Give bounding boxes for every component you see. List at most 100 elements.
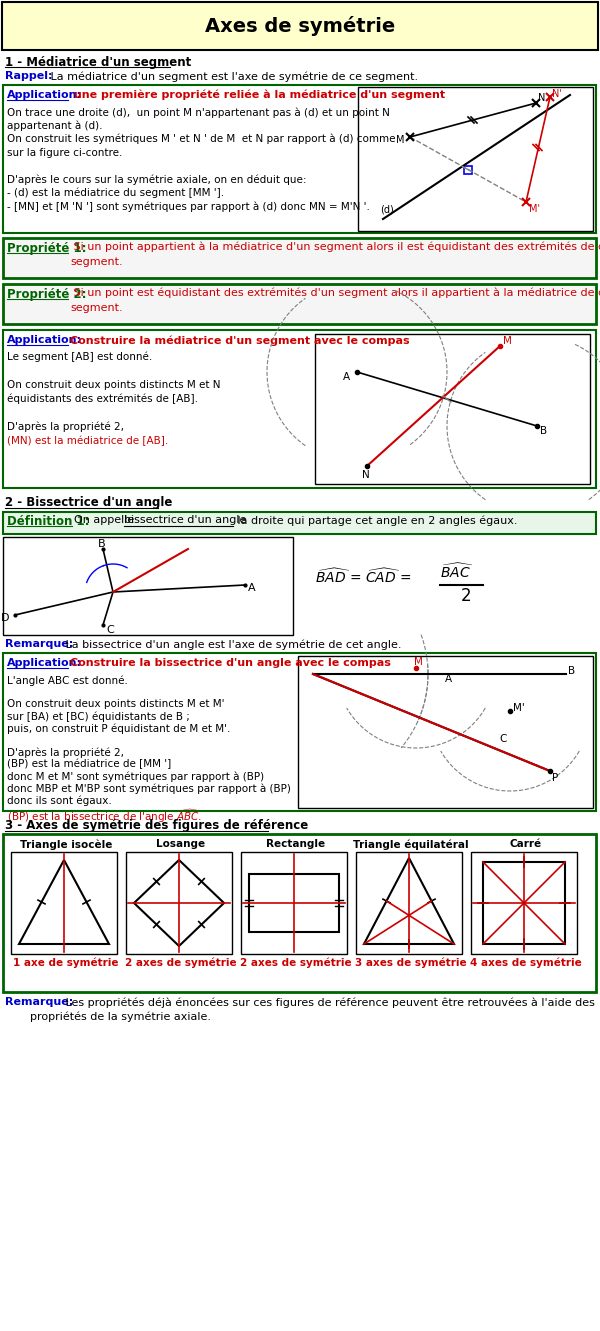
Text: appartenant à (d).: appartenant à (d). xyxy=(7,121,103,130)
FancyBboxPatch shape xyxy=(3,536,293,635)
Text: Application:: Application: xyxy=(7,91,82,100)
Text: - [MN] et [M 'N '] sont symétriques par rapport à (d) donc MN = M'N '.: - [MN] et [M 'N '] sont symétriques par … xyxy=(7,201,370,212)
FancyBboxPatch shape xyxy=(298,656,593,808)
Text: N: N xyxy=(362,470,370,480)
Text: Construire la médiatrice d'un segment avec le compas: Construire la médiatrice d'un segment av… xyxy=(70,335,410,346)
Text: Application:: Application: xyxy=(7,658,82,668)
Text: 2: 2 xyxy=(461,587,472,606)
Text: sur [BA) et [BC) équidistants de B ;: sur [BA) et [BC) équidistants de B ; xyxy=(7,711,190,721)
FancyBboxPatch shape xyxy=(315,334,590,484)
Text: 2 axes de symétrie: 2 axes de symétrie xyxy=(240,958,352,969)
Text: Carré: Carré xyxy=(510,839,542,849)
Text: bissectrice d'un angle: bissectrice d'un angle xyxy=(124,515,247,524)
FancyBboxPatch shape xyxy=(483,862,565,944)
Text: Propriété 2:: Propriété 2: xyxy=(7,287,86,301)
FancyBboxPatch shape xyxy=(3,512,596,534)
Text: Rectangle: Rectangle xyxy=(266,839,326,849)
FancyBboxPatch shape xyxy=(356,852,462,954)
Text: une première propriété reliée à la médiatrice d'un segment: une première propriété reliée à la média… xyxy=(70,91,445,101)
Text: 1 - Médiatrice d'un segment: 1 - Médiatrice d'un segment xyxy=(5,56,191,69)
Text: 1 axe de symétrie: 1 axe de symétrie xyxy=(13,958,119,969)
Text: Axes de symétrie: Axes de symétrie xyxy=(205,16,395,36)
Text: N': N' xyxy=(552,89,562,98)
FancyBboxPatch shape xyxy=(126,852,232,954)
Text: Remarque:: Remarque: xyxy=(5,639,73,650)
Text: B: B xyxy=(568,666,575,676)
Text: A: A xyxy=(248,583,256,594)
Text: C: C xyxy=(106,626,114,635)
Text: sur la figure ci-contre.: sur la figure ci-contre. xyxy=(7,148,122,157)
Text: M: M xyxy=(414,658,423,667)
Text: M': M' xyxy=(513,703,525,713)
Text: La bissectrice d'un angle est l'axe de symétrie de cet angle.: La bissectrice d'un angle est l'axe de s… xyxy=(62,639,401,650)
Text: 3 - Axes de symétrie des figures de référence: 3 - Axes de symétrie des figures de réfé… xyxy=(5,819,308,832)
Text: donc M et M' sont symétriques par rapport à (BP): donc M et M' sont symétriques par rappor… xyxy=(7,771,264,781)
Text: L'angle ABC est donné.: L'angle ABC est donné. xyxy=(7,675,128,685)
Text: Si un point est équidistant des extrémités d'un segment alors il appartient à la: Si un point est équidistant des extrémit… xyxy=(70,287,600,298)
Text: Propriété 1:: Propriété 1: xyxy=(7,242,86,256)
FancyBboxPatch shape xyxy=(241,852,347,954)
Text: 2 - Bissectrice d'un angle: 2 - Bissectrice d'un angle xyxy=(5,496,172,508)
Text: On construit deux points distincts M et N: On construit deux points distincts M et … xyxy=(7,379,221,390)
Text: 4 axes de symétrie: 4 axes de symétrie xyxy=(470,958,582,969)
Text: C: C xyxy=(499,733,506,744)
Text: Définition 1:: Définition 1: xyxy=(7,515,89,528)
FancyBboxPatch shape xyxy=(3,85,596,233)
FancyBboxPatch shape xyxy=(358,87,593,232)
Text: Triangle équilatéral: Triangle équilatéral xyxy=(353,839,469,849)
Text: M: M xyxy=(396,134,404,145)
FancyBboxPatch shape xyxy=(3,284,596,323)
Text: (d): (d) xyxy=(380,205,394,216)
FancyBboxPatch shape xyxy=(3,330,596,488)
Text: $\widehat{BAC}$: $\widehat{BAC}$ xyxy=(440,562,474,580)
FancyBboxPatch shape xyxy=(3,835,596,992)
Text: 3 axes de symétrie: 3 axes de symétrie xyxy=(355,958,467,969)
Text: P: P xyxy=(552,773,558,783)
Text: D'après le cours sur la symétrie axiale, on en déduit que:: D'après le cours sur la symétrie axiale,… xyxy=(7,174,307,185)
Text: - (d) est la médiatrice du segment [MM '].: - (d) est la médiatrice du segment [MM '… xyxy=(7,188,224,198)
Text: $\widehat{BAD}$ = $\widehat{CAD}$ =: $\widehat{BAD}$ = $\widehat{CAD}$ = xyxy=(315,567,413,586)
FancyBboxPatch shape xyxy=(471,852,577,954)
FancyBboxPatch shape xyxy=(3,238,596,278)
Text: Rappel:: Rappel: xyxy=(5,71,53,81)
Text: A: A xyxy=(343,371,350,382)
Text: Application:: Application: xyxy=(7,335,82,345)
Text: B: B xyxy=(98,539,106,548)
Text: D'après la propriété 2,: D'après la propriété 2, xyxy=(7,422,124,433)
Text: N: N xyxy=(538,93,545,102)
Text: M': M' xyxy=(529,204,540,214)
Text: On construit deux points distincts M et M': On construit deux points distincts M et … xyxy=(7,699,224,709)
Text: (MN) est la médiatrice de [AB].: (MN) est la médiatrice de [AB]. xyxy=(7,437,168,446)
Text: On construit les symétriques M ' et N ' de M  et N par rapport à (d) comme: On construit les symétriques M ' et N ' … xyxy=(7,134,395,145)
Text: Les propriétés déjà énoncées sur ces figures de référence peuvent être retrouvée: Les propriétés déjà énoncées sur ces fig… xyxy=(62,997,595,1008)
Text: Remarque:: Remarque: xyxy=(5,997,73,1008)
Text: Le segment [AB] est donné.: Le segment [AB] est donné. xyxy=(7,351,152,362)
Text: donc MBP et M'BP sont symétriques par rapport à (BP): donc MBP et M'BP sont symétriques par ra… xyxy=(7,783,291,793)
Text: équidistants des extrémités de [AB].: équidistants des extrémités de [AB]. xyxy=(7,394,198,405)
Text: Losange: Losange xyxy=(157,839,206,849)
FancyBboxPatch shape xyxy=(3,654,596,811)
Text: On trace une droite (d),  un point M n'appartenant pas à (d) et un point N: On trace une droite (d), un point M n'ap… xyxy=(7,106,390,117)
Text: B: B xyxy=(540,426,547,437)
Text: segment.: segment. xyxy=(70,303,122,313)
Text: Si un point appartient à la médiatrice d'un segment alors il est équidistant des: Si un point appartient à la médiatrice d… xyxy=(70,242,600,253)
FancyBboxPatch shape xyxy=(249,874,339,932)
Text: A: A xyxy=(445,673,452,684)
Text: donc ils sont égaux.: donc ils sont égaux. xyxy=(7,795,112,805)
Text: segment.: segment. xyxy=(70,257,122,268)
Text: 2 axes de symétrie: 2 axes de symétrie xyxy=(125,958,237,969)
Text: D'après la propriété 2,: D'après la propriété 2, xyxy=(7,747,124,757)
Text: Construire la bissectrice d'un angle avec le compas: Construire la bissectrice d'un angle ave… xyxy=(70,658,391,668)
Text: propriétés de la symétrie axiale.: propriétés de la symétrie axiale. xyxy=(30,1012,211,1021)
Text: (BP) est la médiatrice de [MM ']: (BP) est la médiatrice de [MM '] xyxy=(7,759,171,769)
Text: M: M xyxy=(503,335,512,346)
Text: la droite qui partage cet angle en 2 angles égaux.: la droite qui partage cet angle en 2 ang… xyxy=(234,515,517,526)
Text: La médiatrice d'un segment est l'axe de symétrie de ce segment.: La médiatrice d'un segment est l'axe de … xyxy=(47,71,418,81)
Text: On appelle: On appelle xyxy=(74,515,138,524)
FancyBboxPatch shape xyxy=(2,3,598,51)
Text: (BP) est la bissectrice de l'angle $\widehat{ABC}$.: (BP) est la bissectrice de l'angle $\wid… xyxy=(7,807,202,824)
Text: D: D xyxy=(1,614,10,623)
Text: puis, on construit P équidistant de M et M'.: puis, on construit P équidistant de M et… xyxy=(7,723,230,733)
FancyBboxPatch shape xyxy=(11,852,117,954)
Text: Triangle isocèle: Triangle isocèle xyxy=(20,839,112,849)
